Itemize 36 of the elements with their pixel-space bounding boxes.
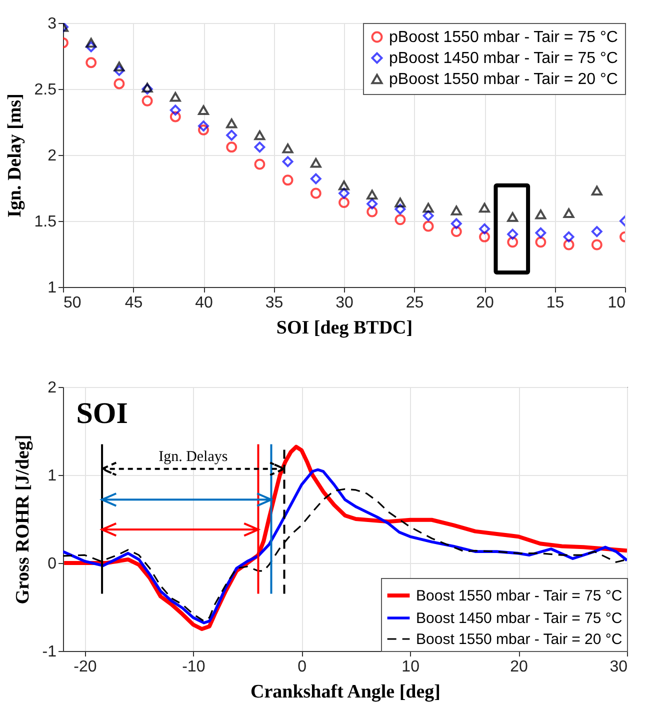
y-tick-label: -1 — [42, 644, 57, 660]
ref-line-label: SOI — [76, 397, 128, 430]
x-tick-label: 30 — [610, 658, 628, 676]
x-tick-label: 45 — [124, 294, 143, 312]
y-tick-label: 1 — [48, 468, 57, 484]
x-tick-label: 10 — [402, 658, 420, 676]
y-tick-label: 2.5 — [34, 82, 57, 98]
legend-label: pBoost 1550 mbar - Tair = 20 °C — [389, 71, 618, 88]
x-tick-label: 35 — [265, 294, 284, 312]
x-tick-label: -10 — [182, 658, 206, 676]
x-tick-label: 50 — [64, 294, 82, 312]
legend-label: Boost 1550 mbar - Tair = 75 °C — [416, 588, 622, 604]
x-tick-label: 30 — [336, 294, 354, 312]
legend-label: pBoost 1550 mbar - Tair = 75 °C — [389, 29, 618, 46]
annotation: Ign. Delays — [158, 448, 228, 465]
y-tick-label: 2 — [48, 380, 57, 396]
legend-label: pBoost 1450 mbar - Tair = 75 °C — [389, 50, 618, 67]
y-tick-label: 0 — [48, 556, 57, 572]
y-axis-title: Gross ROHR [J/deg] — [12, 434, 34, 604]
y-tick-label: 3 — [48, 16, 57, 32]
legend-label: Boost 1450 mbar - Tair = 75 °C — [416, 610, 622, 627]
x-tick-label: 0 — [298, 658, 307, 676]
x-tick-label: 25 — [406, 294, 424, 312]
x-tick-label: 40 — [195, 294, 213, 312]
x-axis-title: Crankshaft Angle [deg] — [250, 682, 441, 702]
legend-label: Boost 1550 mbar - Tair = 20 °C — [416, 631, 622, 648]
y-tick-label: 1.5 — [34, 214, 57, 230]
y-axis-title: Ign. Delay [ms] — [4, 93, 26, 218]
x-axis-title: SOI [deg BTDC] — [276, 318, 413, 338]
x-tick-label: -20 — [74, 658, 97, 676]
x-tick-label: 20 — [476, 294, 494, 312]
x-tick-label: 20 — [510, 658, 528, 676]
y-tick-label: 2 — [48, 148, 57, 164]
x-tick-label: 10 — [608, 294, 626, 312]
x-tick-label: 15 — [546, 294, 564, 312]
y-tick-label: 1 — [48, 280, 57, 296]
